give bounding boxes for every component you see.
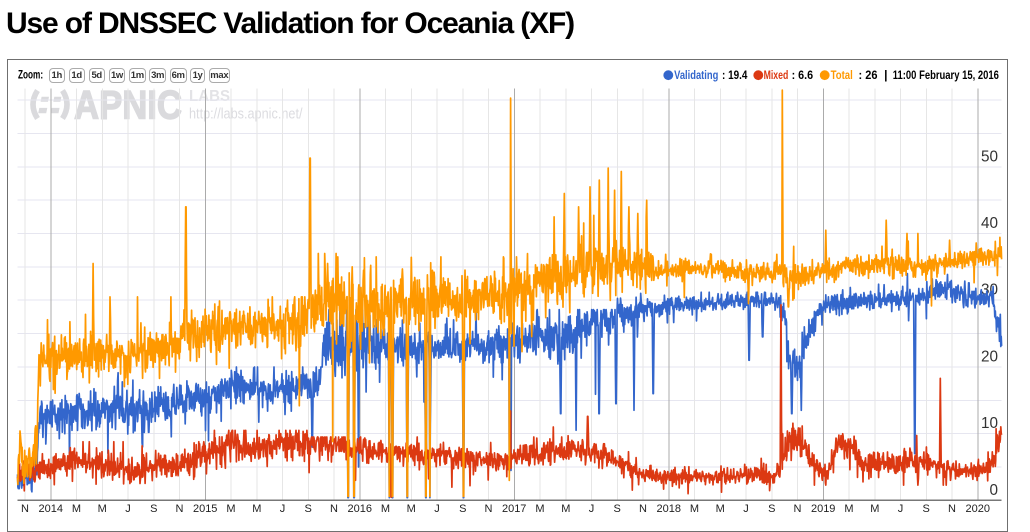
svg-text:M: M <box>72 503 81 515</box>
svg-text:N: N <box>639 503 647 515</box>
svg-text:N: N <box>485 503 493 515</box>
svg-text:J: J <box>898 503 904 515</box>
svg-text:Total: Total <box>831 68 853 82</box>
svg-text:N: N <box>794 503 802 515</box>
svg-text:N: N <box>176 503 184 515</box>
svg-text:M: M <box>226 503 235 515</box>
svg-text:0: 0 <box>989 482 998 499</box>
svg-text:J: J <box>280 503 286 515</box>
svg-text:J: J <box>589 503 595 515</box>
svg-text:40: 40 <box>981 215 998 232</box>
svg-text:|: | <box>884 68 887 82</box>
svg-text:N: N <box>21 503 29 515</box>
svg-text:Zoom:: Zoom: <box>18 70 43 82</box>
svg-text:S: S <box>768 503 775 515</box>
svg-text:J: J <box>434 503 440 515</box>
svg-text:S: S <box>923 503 930 515</box>
svg-text:S: S <box>614 503 621 515</box>
svg-text:11:00 February 15, 2016: 11:00 February 15, 2016 <box>893 68 999 82</box>
svg-text:J: J <box>125 503 131 515</box>
svg-text:M: M <box>407 503 416 515</box>
svg-text:http://labs.apnic.net/: http://labs.apnic.net/ <box>189 106 303 122</box>
svg-text:: 26: : 26 <box>859 68 878 82</box>
svg-text:50: 50 <box>981 148 998 165</box>
svg-text:J: J <box>743 503 749 515</box>
svg-text:M: M <box>690 503 699 515</box>
svg-text:Validating: Validating <box>674 68 718 82</box>
svg-text:M: M <box>98 503 107 515</box>
svg-text:M: M <box>870 503 879 515</box>
svg-text:M: M <box>252 503 261 515</box>
svg-text:2017: 2017 <box>502 503 526 515</box>
svg-text:N: N <box>330 503 338 515</box>
svg-text:S: S <box>459 503 466 515</box>
svg-text:: 19.4: : 19.4 <box>722 68 748 82</box>
svg-text:M: M <box>844 503 853 515</box>
svg-text:N: N <box>948 503 956 515</box>
svg-text:M: M <box>535 503 544 515</box>
svg-text:S: S <box>305 503 312 515</box>
svg-text:M: M <box>561 503 570 515</box>
svg-text:Mixed: Mixed <box>764 68 789 82</box>
svg-text:2020: 2020 <box>966 503 990 515</box>
svg-text:2014: 2014 <box>39 503 63 515</box>
svg-text:2018: 2018 <box>657 503 681 515</box>
svg-text:20: 20 <box>981 349 998 366</box>
svg-text:: 6.6: : 6.6 <box>792 68 814 82</box>
svg-text:M: M <box>716 503 725 515</box>
svg-text:2019: 2019 <box>811 503 835 515</box>
svg-text:S: S <box>150 503 157 515</box>
svg-text:10: 10 <box>981 415 998 432</box>
svg-text:2016: 2016 <box>348 503 372 515</box>
svg-text:2015: 2015 <box>193 503 217 515</box>
svg-text:M: M <box>381 503 390 515</box>
svg-text:LABS: LABS <box>189 88 230 105</box>
